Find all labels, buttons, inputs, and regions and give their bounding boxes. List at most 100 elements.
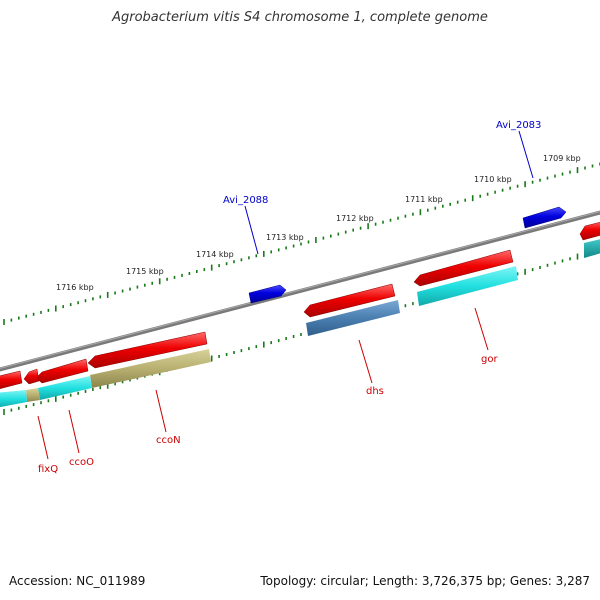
label-fixq[interactable]: fixQ (38, 464, 58, 475)
inner-minor-tick (285, 337, 287, 340)
label-dhs[interactable]: dhs (366, 386, 384, 397)
outer-minor-tick (240, 258, 243, 262)
outer-minor-tick (166, 277, 168, 281)
inner-major-tick (263, 341, 265, 348)
outer-major-tick (106, 291, 109, 298)
outer-minor-tick (292, 244, 295, 248)
outer-minor-tick (330, 234, 332, 238)
outer-minor-tick (300, 242, 302, 246)
leader-fixq (37, 415, 49, 460)
outer-minor-tick (389, 218, 392, 222)
outer-minor-tick (84, 299, 87, 303)
leader-ccoo (68, 409, 80, 454)
outer-minor-tick (277, 248, 280, 252)
inner-minor-tick (412, 302, 414, 306)
inner-minor-tick (18, 406, 20, 410)
outer-minor-tick (18, 316, 20, 320)
backbone-arc-highlight (0, 211, 600, 369)
outer-minor-tick (479, 194, 481, 198)
outer-minor-tick (114, 291, 116, 295)
tick-label-1715: 1715 kbp (126, 267, 164, 276)
outer-minor-tick (10, 318, 13, 322)
tick-label-1710: 1710 kbp (474, 175, 512, 184)
outer-minor-tick (307, 240, 310, 244)
outer-minor-tick (456, 200, 459, 204)
inner-minor-tick (516, 272, 519, 276)
cds-right-edge[interactable] (584, 238, 600, 258)
outer-minor-tick (464, 198, 466, 202)
inner-minor-tick (69, 393, 72, 397)
inner-minor-tick (92, 388, 94, 391)
gene-left-edge[interactable] (0, 370, 23, 390)
inner-minor-tick (240, 349, 243, 353)
inner-minor-tick (531, 268, 534, 272)
inner-minor-tick (546, 263, 549, 267)
tick-label-1716: 1716 kbp (56, 283, 94, 292)
outer-minor-tick (32, 312, 35, 316)
cds-fixq[interactable] (26, 388, 40, 402)
outer-minor-tick (285, 246, 287, 250)
cds-ccon[interactable] (90, 349, 211, 388)
outer-minor-tick (337, 232, 340, 236)
inner-minor-tick (99, 386, 102, 390)
cds-left-edge[interactable] (0, 390, 27, 408)
label-avi2088[interactable]: Avi_2088 (223, 195, 268, 206)
tick-label-1709: 1709 kbp (543, 154, 581, 163)
outer-major-tick (3, 319, 5, 325)
label-leader-lines (37, 130, 534, 460)
gene-dhs[interactable] (303, 283, 396, 318)
outer-minor-tick (546, 176, 549, 180)
inner-minor-tick (255, 345, 258, 349)
inner-minor-tick (277, 339, 280, 343)
outer-minor-tick (270, 250, 272, 254)
forward-strand-genes (248, 206, 567, 304)
outer-major-tick (524, 181, 526, 188)
outer-minor-tick (352, 228, 354, 232)
tick-label-1712: 1712 kbp (336, 214, 374, 223)
outer-major-tick (367, 223, 369, 230)
leader-ccon (155, 389, 167, 433)
outer-minor-tick (322, 236, 325, 240)
outer-minor-tick (449, 202, 451, 206)
outer-minor-tick (121, 289, 124, 293)
cds-gor[interactable] (417, 266, 518, 306)
cds-features (0, 238, 600, 408)
inner-major-tick (106, 382, 109, 389)
label-ccoo[interactable]: ccoO (69, 457, 94, 468)
leader-dhs (358, 339, 373, 384)
inner-minor-tick (62, 395, 64, 399)
inner-major-tick (524, 268, 526, 275)
label-ccon[interactable]: ccoN (156, 435, 181, 446)
outer-minor-tick (591, 164, 594, 168)
outer-minor-tick (181, 273, 183, 277)
outer-minor-tick (486, 192, 489, 196)
inner-minor-tick (561, 259, 564, 263)
outer-minor-tick (412, 212, 414, 216)
gene-ccon[interactable] (87, 331, 208, 369)
inner-minor-tick (114, 382, 116, 386)
outer-minor-tick (442, 204, 444, 208)
label-gor[interactable]: gor (481, 354, 498, 365)
cds-ccoo[interactable] (38, 376, 92, 400)
kbp-tick-labels: 1709 kbp 1710 kbp 1711 kbp 1712 kbp 1713… (56, 154, 581, 292)
outer-minor-tick (359, 226, 362, 230)
outer-minor-tick (92, 297, 94, 301)
outer-major-tick (55, 305, 57, 312)
gene-fixq[interactable] (23, 368, 40, 385)
outer-minor-tick (427, 208, 429, 212)
outer-minor-tick (434, 206, 437, 210)
label-avi2083[interactable]: Avi_2083 (496, 120, 541, 131)
inner-major-tick (576, 253, 579, 260)
gene-gor[interactable] (413, 249, 514, 287)
outer-minor-tick (539, 178, 541, 182)
inner-major-tick (210, 355, 213, 362)
inner-major-tick (55, 395, 57, 402)
cds-dhs[interactable] (306, 300, 400, 336)
outer-minor-tick (225, 262, 228, 266)
gene-avi2088[interactable] (248, 284, 287, 304)
gene-right-edge[interactable] (579, 221, 600, 241)
outer-minor-tick (531, 180, 534, 184)
gene-avi2083[interactable] (522, 206, 567, 229)
outer-minor-tick (397, 216, 399, 220)
inner-minor-tick (129, 378, 131, 382)
